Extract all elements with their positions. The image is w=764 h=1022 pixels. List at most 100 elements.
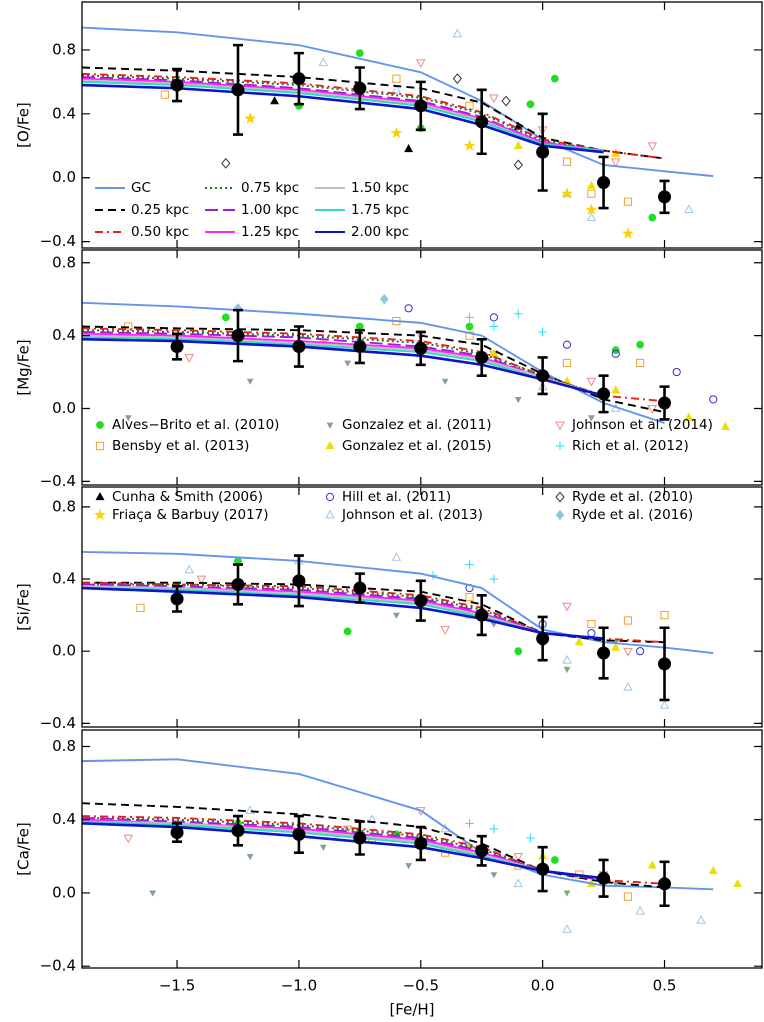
observation-point xyxy=(610,158,621,168)
observation-point xyxy=(405,863,412,870)
observation-point xyxy=(355,49,364,58)
observation-point xyxy=(550,856,559,864)
observation-point xyxy=(562,157,572,166)
y-tick-label: 0.4 xyxy=(52,810,76,828)
legend-label: Gonzalez et al. (2011) xyxy=(342,417,491,433)
observation-point xyxy=(441,378,449,385)
observation-point xyxy=(390,126,403,139)
observation-point xyxy=(393,612,400,619)
binned-mean xyxy=(414,837,428,851)
observation-point xyxy=(623,197,633,206)
binned-mean xyxy=(170,78,184,92)
x-axis-label: [Fe/H] xyxy=(389,1001,434,1019)
observation-point xyxy=(463,139,476,151)
y-axis-label: [O/Fe] xyxy=(15,102,33,148)
binned-mean xyxy=(292,340,306,354)
binned-mean xyxy=(414,594,428,608)
binned-mean xyxy=(536,632,550,646)
observation-point xyxy=(562,340,572,349)
y-tick-label: 0.0 xyxy=(52,399,76,417)
legend-label: Friaça & Barbuy (2017) xyxy=(112,507,269,523)
x-tick-label: 0.5 xyxy=(653,977,677,995)
observation-point xyxy=(270,96,280,105)
plot-frame xyxy=(81,486,763,728)
observation-point xyxy=(160,90,169,99)
observation-point xyxy=(465,313,474,322)
y-tick-label: −0.4 xyxy=(40,472,76,490)
observation-point xyxy=(586,180,596,189)
y-axis-label: [Ca/Fe] xyxy=(15,822,33,875)
observation-point xyxy=(513,852,524,862)
panel xyxy=(82,758,743,933)
observation-point xyxy=(684,412,694,421)
observation-point xyxy=(562,654,572,664)
legend-label: Cunha & Smith (2006) xyxy=(112,489,263,505)
model-line xyxy=(82,72,665,160)
binned-mean xyxy=(475,115,489,129)
legend-marker xyxy=(326,422,334,429)
observation-point xyxy=(490,872,498,879)
legend-label: 0.25 kpc xyxy=(131,202,189,218)
plot-frame xyxy=(81,1,763,249)
y-tick-label: 0.8 xyxy=(52,40,76,58)
legend-label: Johnson et al. (2013) xyxy=(341,507,483,523)
observation-point xyxy=(513,878,524,888)
observation-point xyxy=(611,642,621,651)
binned-mean xyxy=(170,340,184,354)
legend-label: Hill et al. (2011) xyxy=(342,489,451,505)
observation-point xyxy=(561,187,574,199)
plot-frame xyxy=(81,729,763,969)
observation-point xyxy=(526,100,535,109)
observation-point xyxy=(636,647,645,656)
legend-marker xyxy=(96,421,104,429)
observation-point xyxy=(623,616,633,625)
observation-point xyxy=(563,890,571,897)
observation-point xyxy=(344,360,352,367)
legend-marker xyxy=(95,492,105,501)
binned-mean xyxy=(536,369,550,383)
observation-point xyxy=(550,74,559,83)
observation-point xyxy=(526,833,535,843)
observation-point xyxy=(513,140,523,149)
model-line xyxy=(82,816,604,882)
observation-point xyxy=(514,647,523,656)
y-tick-label: 0.0 xyxy=(52,883,76,901)
binned-mean xyxy=(231,577,245,591)
legend-marker xyxy=(555,441,565,451)
binned-mean xyxy=(353,831,367,845)
observation-point xyxy=(562,358,572,368)
model-line xyxy=(82,585,604,640)
observation-point xyxy=(245,805,255,814)
observation-point xyxy=(513,309,523,319)
observation-point xyxy=(660,611,669,620)
observation-point xyxy=(623,681,633,691)
model-line xyxy=(82,327,665,403)
observation-point xyxy=(562,924,572,933)
binned-mean xyxy=(292,574,306,588)
observation-point xyxy=(684,204,694,214)
panel xyxy=(82,294,730,430)
observation-point xyxy=(720,421,730,430)
x-tick-label: −0.5 xyxy=(403,977,439,995)
binned-mean xyxy=(292,827,306,841)
observation-point xyxy=(391,552,402,561)
y-axis-label: [Si/Fe] xyxy=(15,583,33,630)
observation-point xyxy=(221,157,231,169)
y-tick-label: 0.4 xyxy=(52,104,76,122)
legend-label: 0.75 kpc xyxy=(241,180,299,196)
observation-point xyxy=(149,890,157,897)
binned-mean xyxy=(231,83,245,97)
binned-mean xyxy=(353,340,367,354)
observation-point xyxy=(415,59,426,69)
binned-mean xyxy=(414,99,428,113)
observation-point xyxy=(514,397,522,404)
observation-point xyxy=(184,564,195,574)
model-line xyxy=(82,325,665,414)
observation-point xyxy=(623,647,633,657)
observation-point xyxy=(489,322,499,331)
observation-point xyxy=(562,602,572,612)
binned-mean xyxy=(353,581,367,595)
observation-point xyxy=(587,620,596,629)
observation-point xyxy=(465,560,474,569)
